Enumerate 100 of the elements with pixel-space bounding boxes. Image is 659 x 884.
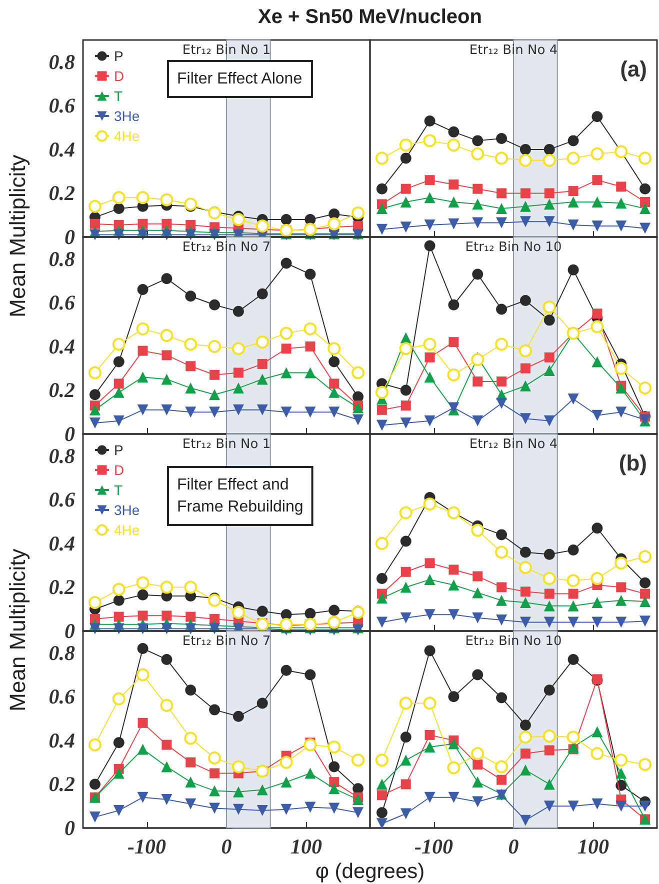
point — [329, 777, 340, 788]
point — [256, 404, 268, 416]
point — [472, 135, 484, 146]
annotation: (a) — [620, 56, 647, 82]
point — [208, 594, 222, 607]
point — [328, 342, 341, 356]
point — [232, 342, 245, 356]
point — [471, 747, 484, 760]
y-axis-title: Mean Multiplicity — [5, 154, 31, 320]
point — [520, 294, 531, 306]
point — [112, 582, 126, 596]
point — [614, 556, 628, 570]
y-tick-label: 0 — [64, 619, 76, 643]
point — [568, 219, 579, 230]
point — [520, 380, 531, 392]
point — [544, 352, 554, 362]
point — [616, 198, 627, 209]
point — [592, 726, 603, 738]
point — [400, 196, 412, 208]
point — [232, 786, 244, 798]
point — [592, 798, 603, 810]
x-tick-label: 100 — [577, 834, 610, 858]
point — [520, 748, 530, 759]
point — [280, 214, 292, 225]
point — [424, 115, 436, 126]
point — [328, 761, 340, 772]
point — [232, 306, 244, 317]
point — [544, 588, 554, 599]
point — [136, 668, 150, 682]
point — [280, 326, 293, 340]
point — [590, 572, 604, 585]
point — [137, 284, 148, 296]
point — [520, 586, 530, 597]
point — [542, 300, 556, 314]
legend-label: D — [114, 68, 124, 84]
point — [256, 698, 268, 709]
legend-label: 4He — [114, 522, 140, 538]
point — [568, 186, 578, 196]
point — [592, 597, 603, 608]
point — [640, 196, 650, 207]
point — [209, 299, 220, 310]
point — [89, 778, 100, 790]
point — [471, 353, 484, 366]
point — [185, 382, 196, 394]
point — [495, 546, 508, 559]
point — [305, 341, 316, 352]
y-tick-label: 0.6 — [48, 488, 76, 512]
point — [544, 800, 555, 812]
point — [184, 732, 198, 745]
point — [280, 258, 292, 269]
point — [209, 802, 220, 814]
point — [496, 692, 508, 704]
point — [375, 386, 388, 399]
point — [138, 718, 148, 728]
y-tick-label: 0.8 — [48, 50, 76, 74]
point — [568, 135, 579, 146]
point — [89, 389, 100, 400]
point — [162, 740, 172, 750]
point — [352, 402, 364, 414]
point — [472, 415, 484, 426]
point — [640, 183, 651, 194]
point — [616, 220, 627, 232]
point — [376, 183, 388, 194]
y-tick-label: 0.2 — [48, 378, 76, 402]
point — [544, 314, 555, 326]
point — [304, 268, 316, 280]
point — [375, 754, 388, 767]
point — [88, 596, 102, 610]
y-tick-label: 0.4 — [48, 334, 75, 358]
point — [472, 571, 483, 582]
point — [352, 414, 364, 426]
point — [232, 606, 245, 619]
point — [256, 288, 268, 300]
point — [520, 363, 530, 374]
y-tick-label: 0.4 — [48, 728, 75, 752]
point — [304, 608, 316, 619]
point — [304, 322, 317, 336]
point — [160, 698, 174, 712]
point — [592, 196, 603, 208]
point — [137, 589, 148, 600]
point — [376, 224, 388, 235]
y-tick-label: 0.2 — [48, 772, 76, 796]
point — [544, 144, 555, 155]
y-tick-label: 0.4 — [48, 137, 75, 162]
point — [520, 413, 531, 424]
point — [88, 200, 102, 213]
point — [161, 273, 172, 284]
point — [399, 506, 412, 520]
point — [472, 612, 484, 624]
point — [568, 800, 579, 812]
point — [640, 800, 651, 812]
point — [496, 582, 507, 592]
point — [448, 299, 460, 310]
point — [160, 193, 174, 206]
y-tick-label: 0.2 — [48, 181, 76, 206]
point — [137, 404, 148, 416]
annotation: (b) — [618, 450, 647, 476]
point — [472, 776, 484, 788]
point — [281, 344, 292, 354]
point — [257, 358, 268, 369]
